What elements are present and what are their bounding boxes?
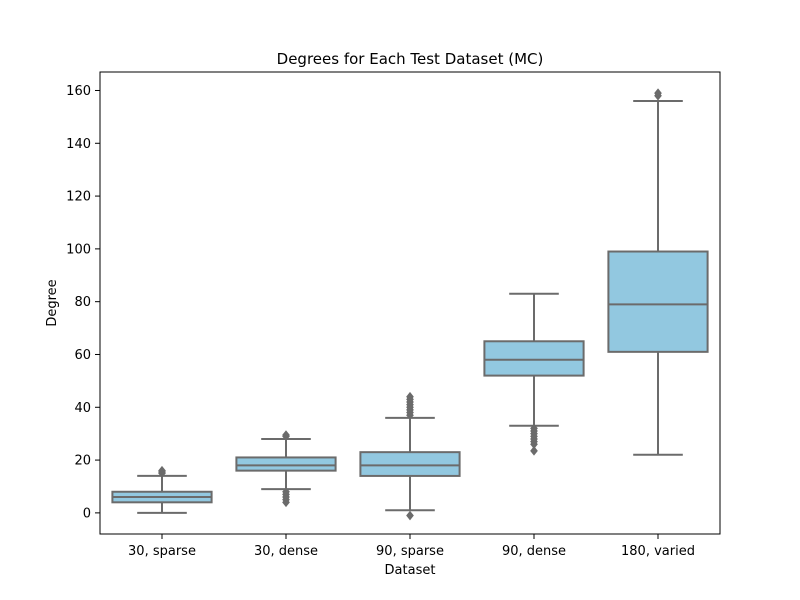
x-tick-label: 90, sparse [376, 544, 444, 559]
outlier-point [654, 88, 662, 98]
y-axis-label: Degree [45, 279, 60, 326]
x-tick-label: 30, dense [254, 544, 318, 559]
box-2 [359, 391, 461, 521]
outlier-point [406, 510, 414, 521]
y-tick-label: 0 [83, 506, 91, 521]
box-series [111, 88, 709, 521]
x-tick-label: 180, varied [621, 544, 695, 559]
x-tick-label: 90, dense [502, 544, 566, 559]
y-tick-label: 100 [66, 242, 91, 257]
y-tick-label: 120 [66, 190, 91, 205]
chart-title: Degrees for Each Test Dataset (MC) [277, 50, 544, 68]
x-axis-ticks: 30, sparse 30, dense 90, sparse 90, dense 18… [128, 534, 695, 559]
y-tick-label: 140 [66, 137, 91, 152]
y-tick-label: 160 [66, 84, 91, 99]
outlier-point [158, 465, 166, 476]
plot-frame [99, 71, 721, 535]
outlier-point [406, 391, 414, 402]
box-rect [235, 456, 337, 472]
box-3 [483, 292, 585, 456]
x-tick-label: 30, sparse [128, 544, 196, 559]
box-rect [607, 250, 709, 353]
outlier-point [282, 430, 290, 440]
y-axis-ticks: 0 20 40 60 80 100 120 140 160 [66, 84, 100, 521]
x-axis-label: Dataset [385, 563, 436, 578]
outlier-point [530, 423, 538, 434]
y-tick-label: 40 [74, 401, 91, 416]
outlier-point [282, 486, 290, 497]
box-rect [483, 340, 585, 377]
box-4 [607, 88, 709, 456]
box-rect [359, 451, 461, 477]
outlier-point [530, 446, 538, 456]
box-0 [111, 465, 213, 514]
y-tick-label: 60 [74, 348, 91, 363]
y-tick-label: 20 [74, 454, 91, 469]
box-1 [235, 430, 337, 508]
y-tick-label: 80 [74, 295, 91, 310]
